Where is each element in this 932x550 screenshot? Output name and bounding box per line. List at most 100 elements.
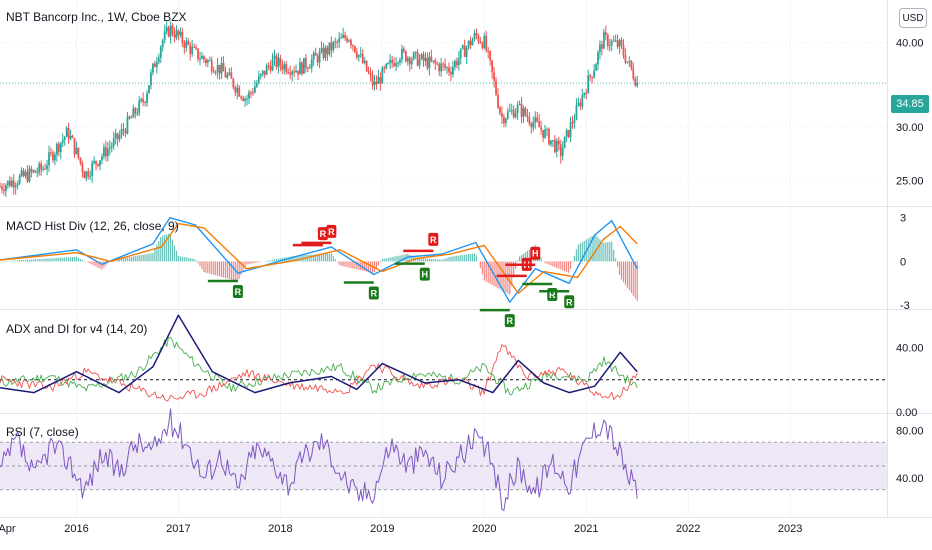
candle-body [585, 92, 588, 94]
candle-body [104, 147, 107, 157]
candle-body [171, 25, 174, 35]
candle-body [110, 145, 113, 148]
candle-body [461, 45, 464, 49]
candle-body [432, 60, 435, 62]
price-y-tick-label-2: 25.00 [896, 176, 924, 188]
macd-y-tick-label-2: -3 [900, 300, 910, 312]
candle-body [459, 48, 462, 59]
candle-body [220, 62, 223, 74]
candle-body [167, 27, 170, 37]
candle-body [512, 109, 515, 118]
candle-body [234, 87, 237, 93]
candle-body [118, 135, 121, 140]
candle-body [218, 64, 221, 74]
candle-body [122, 129, 125, 131]
adx-y-tick-label-0: 40.00 [896, 342, 924, 354]
candle-body [169, 25, 172, 37]
candle-body [583, 92, 586, 96]
candle-body [420, 54, 423, 59]
candle-body [616, 40, 619, 47]
candle-body [610, 40, 613, 46]
candle-body [552, 139, 554, 141]
candle-body [259, 73, 262, 77]
candle-body [375, 81, 378, 85]
candle-body [18, 175, 21, 184]
candle-body [146, 93, 148, 103]
candle-body [257, 76, 260, 84]
candle-body [597, 52, 599, 65]
candle-body [253, 86, 256, 93]
candle-body [418, 58, 421, 66]
candle-body [352, 45, 354, 47]
candle-body [189, 44, 192, 54]
candle-body [252, 92, 254, 94]
candle-body [395, 63, 397, 67]
candle-body [75, 147, 78, 154]
candle-body [175, 30, 178, 38]
candle-body [373, 81, 376, 86]
candle-body [636, 82, 639, 86]
candle-body [575, 105, 578, 120]
macd-y-tick-label-1: 0 [900, 256, 906, 268]
candle-body [357, 54, 360, 58]
currency-button[interactable]: USD [899, 8, 927, 28]
candle-body [622, 45, 625, 55]
candle-body [569, 122, 572, 138]
candle-body [148, 85, 150, 94]
candle-body [467, 40, 470, 48]
candle-body [350, 40, 352, 46]
candle-body [555, 140, 558, 152]
candle-body [408, 57, 411, 65]
divergence-marker-label-5: R [430, 235, 437, 245]
candle-body [528, 117, 531, 124]
candle-body [414, 51, 417, 53]
candle-body [140, 98, 143, 101]
candle-body [204, 59, 207, 63]
candle-body [297, 70, 299, 75]
candle-body [634, 78, 637, 86]
candle-body [424, 57, 427, 61]
candle-body [446, 67, 448, 69]
macd-line [0, 217, 638, 303]
candle-body [261, 70, 264, 74]
candle-body [20, 170, 23, 176]
candle-body [401, 48, 403, 60]
candle-body [124, 130, 127, 134]
candle-body [144, 102, 146, 104]
candle-body [206, 60, 209, 63]
candle-body [591, 76, 594, 78]
candle-body [279, 57, 282, 66]
candle-body [224, 71, 227, 78]
candle-body [312, 52, 315, 60]
candle-body [183, 42, 186, 48]
candle-body [191, 46, 194, 54]
candle-body [250, 92, 252, 94]
candle-body [97, 163, 99, 166]
candle-body [473, 33, 476, 40]
candle-body [228, 72, 231, 75]
candle-body [57, 144, 60, 153]
candle-body [493, 72, 495, 81]
candle-body [244, 98, 246, 101]
rsi-y-tick-label-1: 40.00 [896, 473, 924, 485]
candle-body [314, 52, 317, 56]
candle-body [295, 70, 297, 73]
candle-body [173, 34, 176, 38]
candle-body [544, 129, 546, 138]
candle-body [608, 45, 611, 47]
candle-body [177, 30, 180, 36]
candle-body [126, 116, 129, 134]
candle-body [246, 98, 248, 100]
candle-body [14, 185, 17, 188]
candle-body [489, 51, 492, 61]
candle-body [606, 34, 609, 47]
candle-body [567, 130, 570, 138]
candle-body [553, 139, 556, 152]
candle-body [226, 74, 229, 78]
candle-body [63, 136, 66, 140]
candle-body [132, 108, 135, 118]
divergence-marker-label-10: R [566, 297, 573, 307]
candle-body [630, 60, 633, 69]
candle-body [457, 58, 460, 66]
